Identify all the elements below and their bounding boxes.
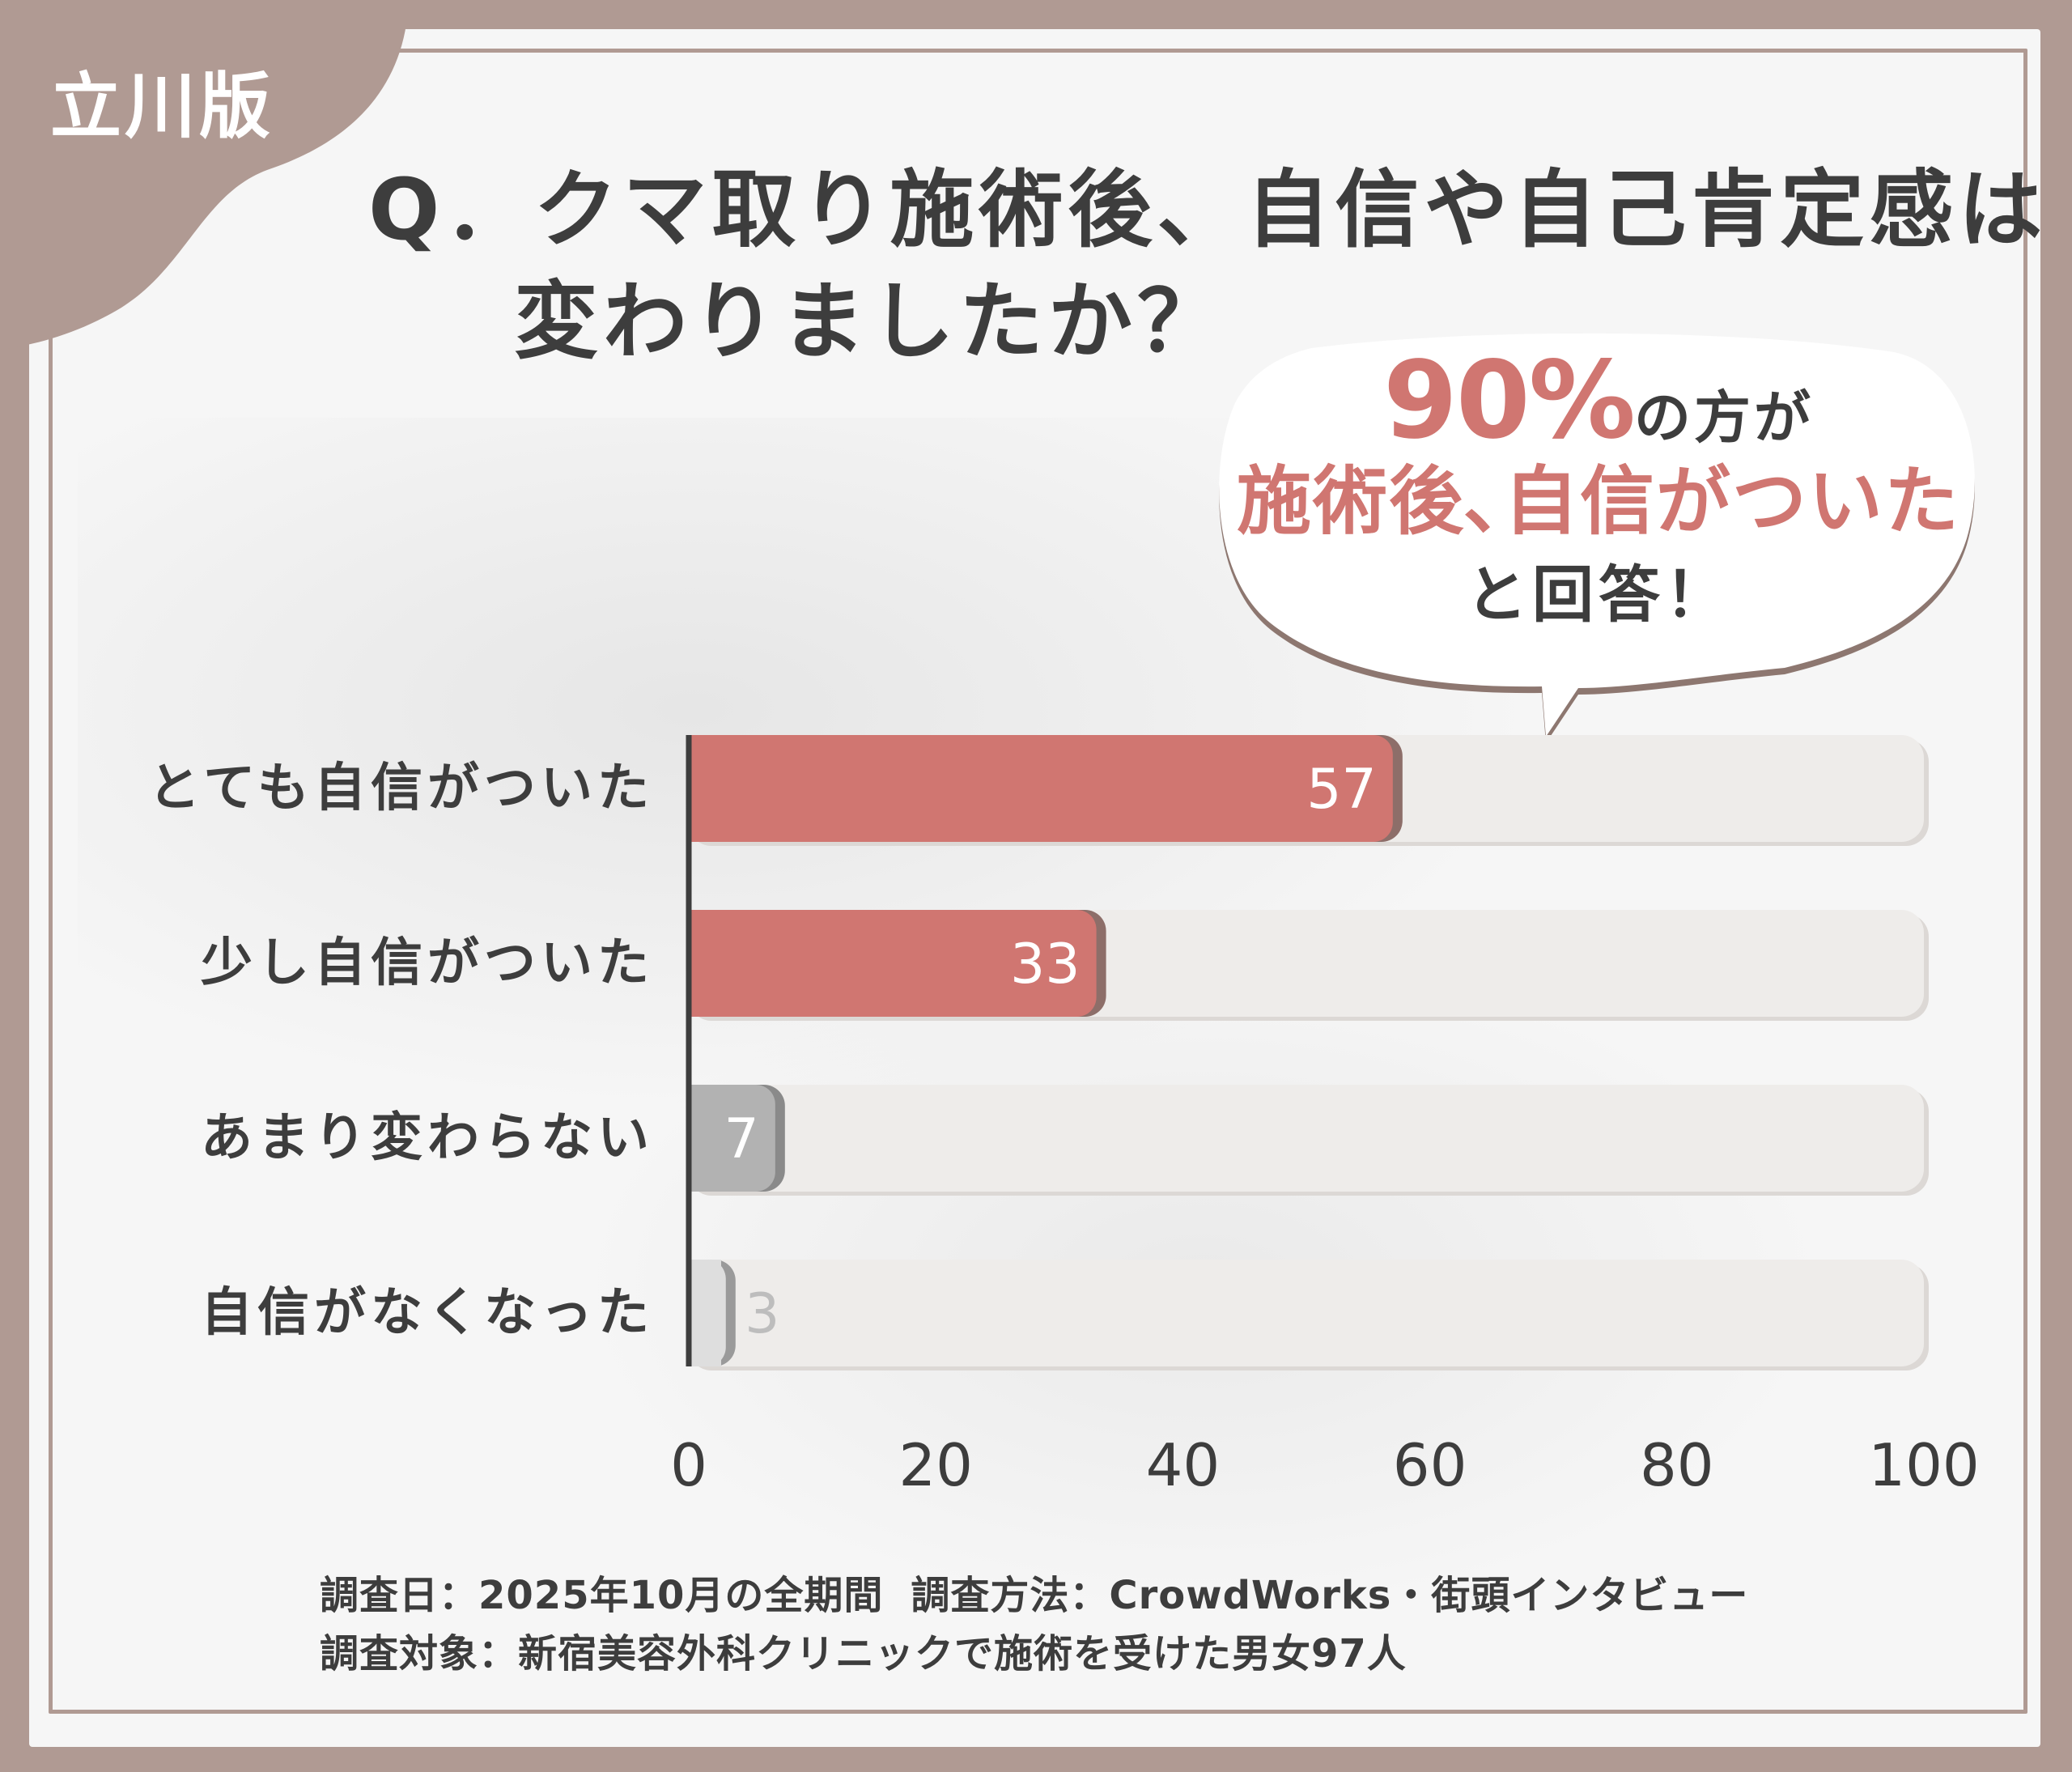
x-tick-label: 20 [898,1431,973,1499]
bar-1-base [689,735,721,842]
x-tick-label: 100 [1868,1431,1979,1499]
survey-footer: 調査日：2025年10月の全期間 調査方法：CrowdWorks・街頭インタビュー… [320,1566,2019,1683]
bar-track [689,1260,1924,1366]
bar-value-label: 7 [724,1107,759,1171]
question-title-line2: 変わりましたか？ [514,272,1227,371]
bar-track [689,1085,1924,1192]
category-label: 少し自信がついた [201,933,654,993]
survey-target: 調査対象：新宿美容外科クリニックで施術を受けた男女97人 [320,1631,1407,1676]
area-badge-label: 立川版 [50,65,274,148]
bar-3-base [689,1085,721,1192]
x-tick-label: 60 [1393,1431,1467,1499]
category-label: とても自信がついた [148,759,654,818]
question-title: Q．クマ取り施術後、自信や自己肯定感は 変わりましたか？ [368,154,2048,377]
survey-date: 調査日：2025年10月の全期間 [320,1573,884,1618]
bar-2 [689,910,1097,1017]
bar-4-base [689,1260,721,1366]
bar-value-label: 3 [745,1282,779,1346]
callout-line3: と回答！ [1466,559,1731,631]
speech-bubble [1219,333,1975,737]
question-title-line1: Q．クマ取り施術後、自信や自己肯定感は [368,160,2048,259]
x-tick-label: 0 [670,1431,707,1499]
corner-badge [0,0,409,350]
bar-2-base [689,910,721,1017]
x-tick-label: 40 [1146,1431,1221,1499]
callout-line2: 施術後､自信がついた [1236,458,1960,545]
category-label: あまり変わらない [201,1108,654,1168]
bar-value-label: 33 [1010,933,1081,996]
bar-1 [689,735,1393,842]
callout-percent: 90% [1383,338,1636,463]
survey-method: 調査方法：CrowdWorks・街頭インタビュー [911,1573,1749,1618]
callout-text: 90%の方が 施術後､自信がついた と回答！ [1214,347,1983,640]
category-label: 自信がなくなった [201,1283,654,1343]
inner-border [49,49,2027,1714]
x-tick-label: 80 [1640,1431,1714,1499]
callout-line1: の方が [1633,385,1814,451]
bar-value-label: 57 [1306,758,1377,822]
